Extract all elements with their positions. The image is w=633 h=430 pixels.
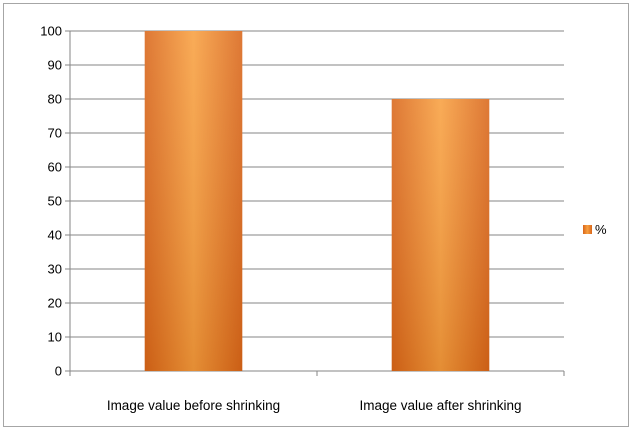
bars — [144, 31, 490, 371]
legend: % — [583, 222, 607, 237]
y-tick-label: 20 — [48, 296, 62, 311]
chart-area — [3, 3, 629, 427]
y-tick-label: 0 — [55, 364, 62, 379]
bar-shading — [144, 31, 243, 371]
legend-label: % — [595, 222, 607, 237]
y-tick-label: 30 — [48, 262, 62, 277]
y-tick-label: 50 — [48, 194, 62, 209]
bar-shading — [391, 99, 490, 371]
legend-swatch — [583, 225, 592, 234]
gridlines — [70, 30, 564, 338]
y-tick-label: 70 — [48, 126, 62, 141]
axis-labels: 0 10 20 30 40 50 60 70 80 90 100 Image value before… — [40, 24, 521, 414]
x-category-label: Image value before shrinking — [107, 398, 280, 413]
y-tick-label: 100 — [40, 24, 62, 39]
y-tick-label: 10 — [48, 330, 62, 345]
y-tick-label: 90 — [48, 58, 62, 73]
x-category-label: Image value after shrinking — [359, 398, 521, 413]
y-tick-label: 80 — [48, 92, 62, 107]
y-tick-label: 60 — [48, 160, 62, 175]
y-tick-label: 40 — [48, 228, 62, 243]
